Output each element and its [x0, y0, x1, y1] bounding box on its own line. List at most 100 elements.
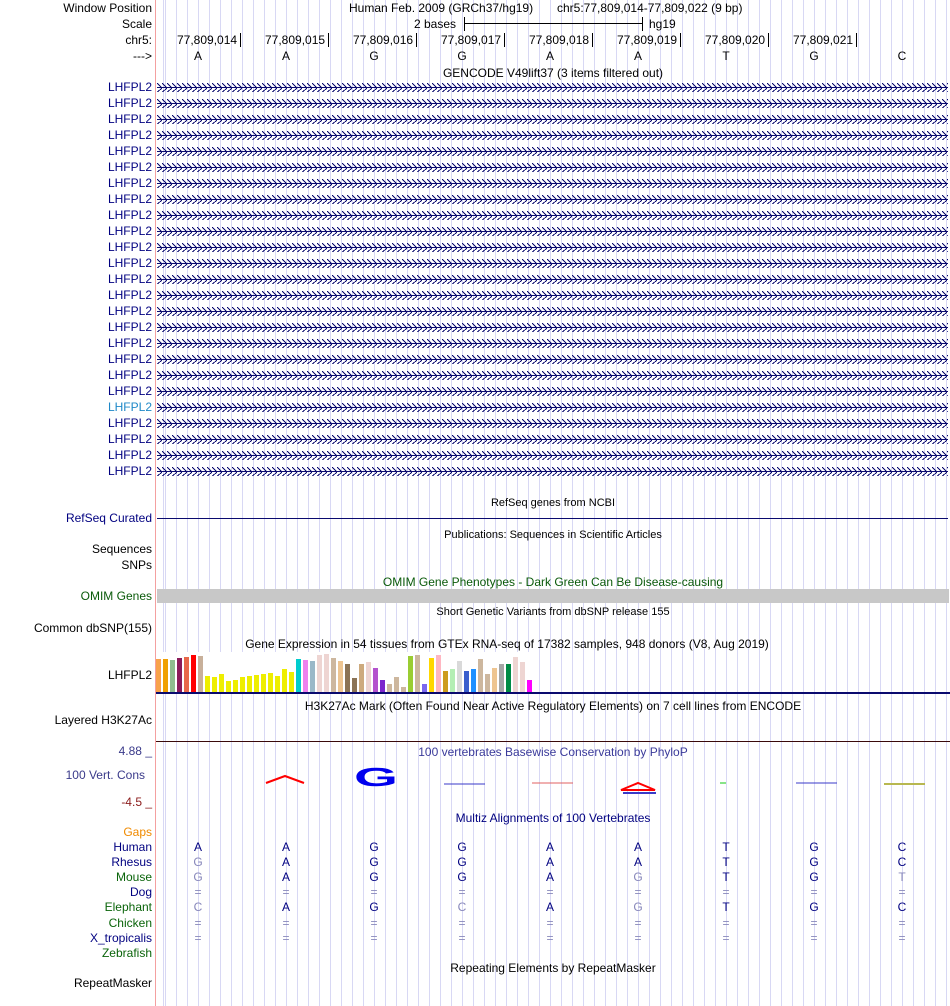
gencode-transcript-label[interactable]: LHFPL2: [107, 416, 152, 430]
gtex-label[interactable]: LHFPL2: [107, 668, 152, 682]
gtex-tissue-bar[interactable]: [254, 674, 259, 693]
gtex-tissue-bar[interactable]: [401, 687, 406, 693]
refseq-gene-line[interactable]: [157, 518, 948, 519]
species-label[interactable]: X_tropicalis: [89, 930, 152, 945]
gencode-transcript-label[interactable]: LHFPL2: [107, 80, 152, 94]
gtex-tissue-bar[interactable]: [471, 669, 476, 693]
gtex-tissue-bar[interactable]: [289, 672, 294, 693]
gencode-transcript-label[interactable]: LHFPL2: [107, 464, 152, 478]
h3k27ac-label[interactable]: Layered H3K27Ac: [54, 713, 152, 727]
gtex-tissue-bar[interactable]: [394, 676, 399, 693]
h3k27ac-title[interactable]: H3K27Ac Mark (Often Found Near Active Re…: [304, 699, 802, 713]
gtex-tissue-bar[interactable]: [282, 669, 287, 693]
gencode-transcript-label[interactable]: LHFPL2: [107, 400, 152, 414]
gtex-tissue-bar[interactable]: [303, 659, 308, 693]
gtex-tissue-bar[interactable]: [310, 660, 315, 693]
refseq-label[interactable]: RefSeq Curated: [65, 511, 152, 525]
species-label[interactable]: Elephant: [104, 900, 152, 915]
gtex-tissue-bar[interactable]: [156, 658, 161, 693]
gencode-transcript-label[interactable]: LHFPL2: [107, 432, 152, 446]
gencode-transcript-label[interactable]: LHFPL2: [107, 96, 152, 110]
gencode-transcript-label[interactable]: LHFPL2: [107, 192, 152, 206]
species-label[interactable]: Mouse: [115, 870, 152, 885]
gtex-tissue-bar[interactable]: [163, 658, 168, 693]
gencode-transcript-label[interactable]: LHFPL2: [107, 272, 152, 286]
gencode-transcript-label[interactable]: LHFPL2: [107, 384, 152, 398]
gtex-tissue-bar[interactable]: [170, 659, 175, 693]
gtex-tissue-bar[interactable]: [520, 661, 525, 693]
gtex-tissue-bar[interactable]: [240, 676, 245, 693]
species-label[interactable]: Zebrafish: [101, 945, 152, 960]
gencode-transcript-label[interactable]: LHFPL2: [107, 320, 152, 334]
gencode-transcript-label[interactable]: LHFPL2: [107, 144, 152, 158]
gencode-transcript-label[interactable]: LHFPL2: [107, 160, 152, 174]
gtex-tissue-bar[interactable]: [527, 679, 532, 693]
gtex-tissue-bar[interactable]: [450, 669, 455, 693]
gtex-tissue-bar[interactable]: [261, 673, 266, 693]
gtex-tissue-bar[interactable]: [247, 675, 252, 693]
gtex-tissue-bar[interactable]: [324, 654, 329, 693]
gencode-transcript-label[interactable]: LHFPL2: [107, 176, 152, 190]
gtex-tissue-bar[interactable]: [226, 680, 231, 693]
phylop-logo-track[interactable]: G: [156, 760, 950, 800]
gtex-tissue-bar[interactable]: [317, 654, 322, 693]
gtex-tissue-bar[interactable]: [338, 660, 343, 693]
gencode-transcript-label[interactable]: LHFPL2: [107, 256, 152, 270]
gtex-tissue-bar[interactable]: [387, 683, 392, 693]
publications-title[interactable]: Publications: Sequences in Scientific Ar…: [444, 529, 662, 541]
gtex-tissue-bar[interactable]: [429, 657, 434, 693]
gencode-transcript-label[interactable]: LHFPL2: [107, 224, 152, 238]
gtex-tissue-bar[interactable]: [198, 656, 203, 693]
gtex-tissue-bar[interactable]: [422, 683, 427, 693]
gencode-transcript-label[interactable]: LHFPL2: [107, 336, 152, 350]
dbsnp-label[interactable]: Common dbSNP(155): [33, 621, 152, 635]
gtex-tissue-bar[interactable]: [275, 675, 280, 693]
gtex-tissue-bar[interactable]: [408, 655, 413, 693]
gencode-transcript-label[interactable]: LHFPL2: [107, 448, 152, 462]
omim-label[interactable]: OMIM Genes: [80, 589, 152, 603]
gtex-tissue-bar[interactable]: [184, 656, 189, 693]
gencode-transcript-label[interactable]: LHFPL2: [107, 128, 152, 142]
gtex-tissue-bar[interactable]: [380, 679, 385, 693]
omim-feature-bar[interactable]: [157, 589, 949, 603]
publications-label[interactable]: Sequences: [91, 542, 152, 556]
gencode-title[interactable]: GENCODE V49lift37 (3 items filtered out): [442, 66, 664, 80]
gtex-tissue-bar[interactable]: [485, 673, 490, 693]
gencode-transcript-label[interactable]: LHFPL2: [107, 208, 152, 222]
multiz-title[interactable]: Multiz Alignments of 100 Vertebrates: [455, 811, 651, 825]
gtex-tissue-bar[interactable]: [457, 660, 462, 693]
gencode-transcript-label[interactable]: LHFPL2: [107, 352, 152, 366]
gencode-transcript-label[interactable]: LHFPL2: [107, 240, 152, 254]
gtex-tissue-bar[interactable]: [212, 676, 217, 693]
species-label[interactable]: Rhesus: [111, 855, 152, 870]
gtex-bar-chart[interactable]: [156, 652, 534, 693]
gtex-tissue-bar[interactable]: [296, 658, 301, 693]
gtex-tissue-bar[interactable]: [373, 668, 378, 693]
gtex-tissue-bar[interactable]: [478, 658, 483, 693]
gtex-tissue-bar[interactable]: [506, 664, 511, 693]
gtex-tissue-bar[interactable]: [492, 668, 497, 693]
gtex-tissue-bar[interactable]: [436, 654, 441, 693]
gtex-tissue-bar[interactable]: [233, 679, 238, 693]
phylop-label[interactable]: 100 Vert. Cons: [65, 768, 145, 782]
gencode-transcript-label[interactable]: LHFPL2: [107, 112, 152, 126]
species-label[interactable]: Dog: [129, 885, 152, 900]
gtex-tissue-bar[interactable]: [352, 677, 357, 693]
species-label[interactable]: Chicken: [108, 915, 152, 930]
gtex-tissue-bar[interactable]: [499, 663, 504, 693]
gtex-tissue-bar[interactable]: [366, 661, 371, 693]
gencode-transcript-label[interactable]: LHFPL2: [107, 304, 152, 318]
gtex-tissue-bar[interactable]: [268, 673, 273, 693]
gtex-tissue-bar[interactable]: [415, 654, 420, 693]
snps-label[interactable]: SNPs: [121, 558, 152, 572]
gtex-tissue-bar[interactable]: [359, 663, 364, 693]
refseq-title[interactable]: RefSeq genes from NCBI: [490, 497, 616, 509]
gtex-tissue-bar[interactable]: [464, 671, 469, 693]
gtex-tissue-bar[interactable]: [513, 656, 518, 693]
species-label[interactable]: Human: [113, 840, 152, 854]
phylop-title[interactable]: 100 vertebrates Basewise Conservation by…: [418, 745, 688, 759]
dbsnp-title[interactable]: Short Genetic Variants from dbSNP releas…: [436, 606, 670, 618]
gtex-tissue-bar[interactable]: [219, 673, 224, 693]
gtex-tissue-bar[interactable]: [191, 654, 196, 693]
